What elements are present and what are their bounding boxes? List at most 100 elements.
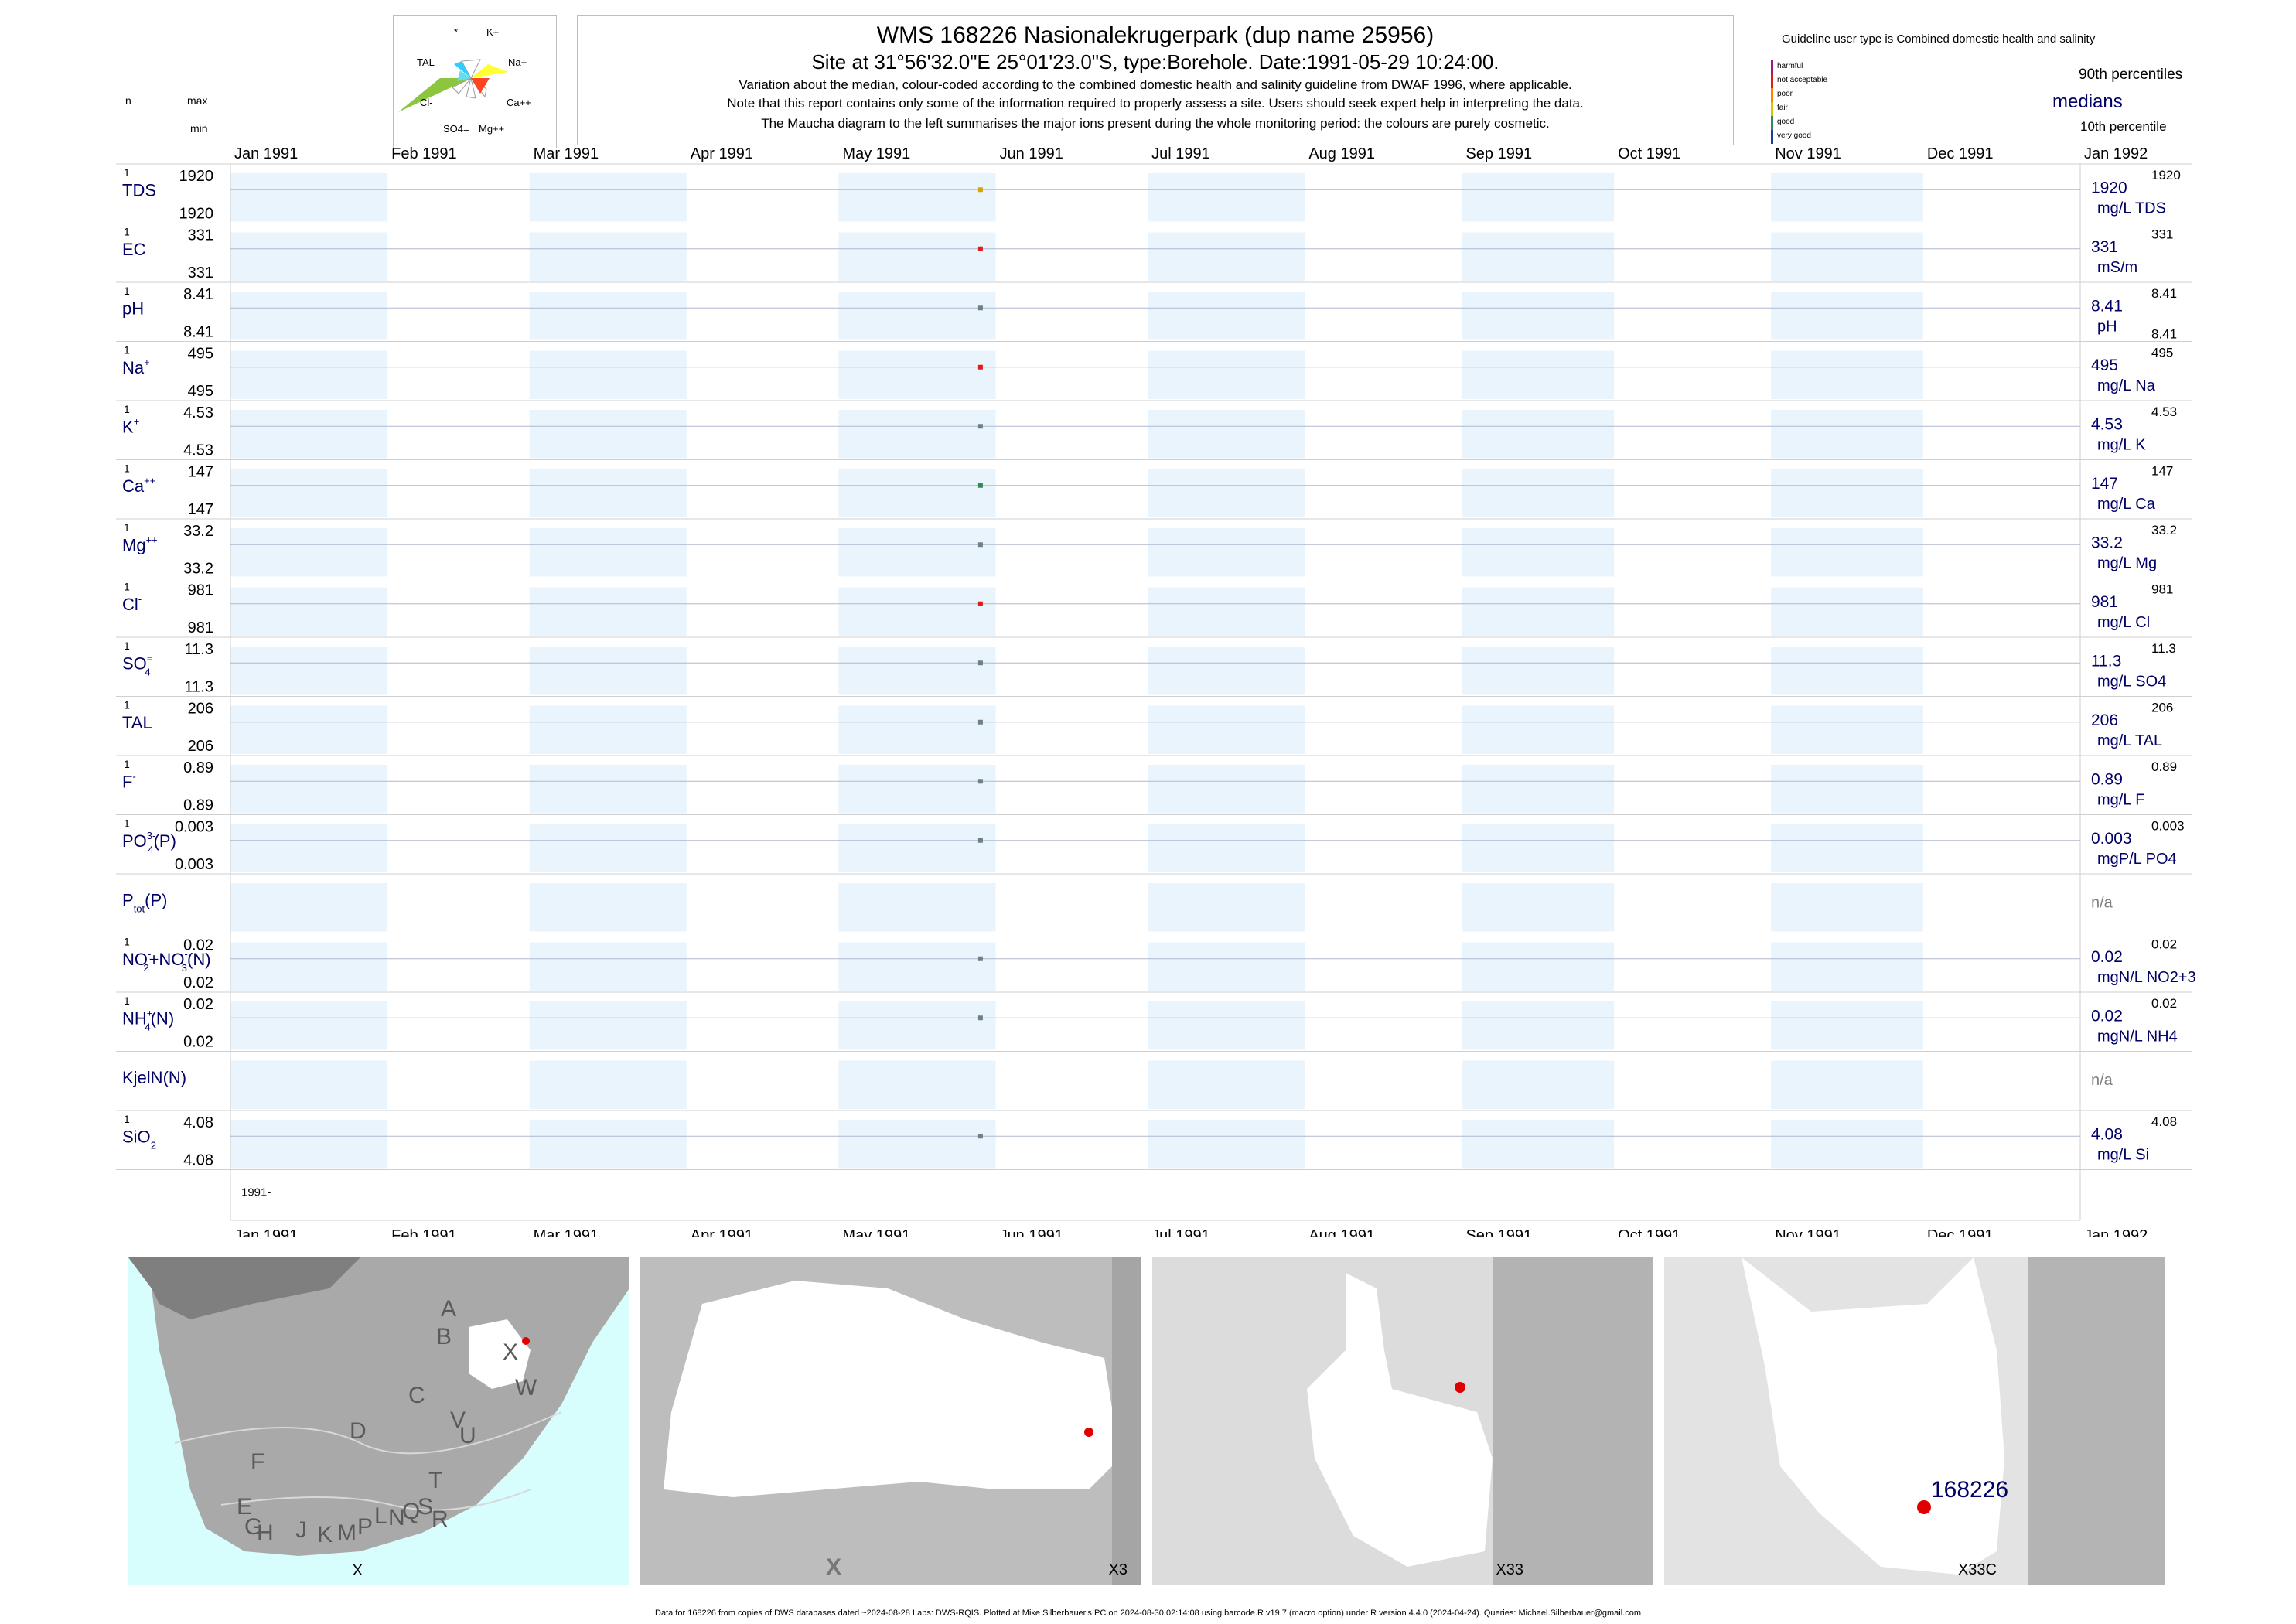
data-point <box>977 542 983 548</box>
parameter-label: NO-2+NO-3(N) <box>122 948 211 974</box>
p10-value: 8.41 <box>2151 327 2177 342</box>
month-band <box>529 350 687 399</box>
p90-value: 495 <box>2151 346 2173 360</box>
month-band <box>1462 292 1615 340</box>
month-band <box>230 292 388 340</box>
month-band <box>838 410 996 459</box>
parameter-sup: - <box>132 770 135 782</box>
row-max: 1920 <box>179 168 214 185</box>
parameter-suffix-sup: - <box>184 948 187 960</box>
parameter-label: SO= 4 <box>122 652 152 677</box>
title-box: WMS 168226 Nasionalekrugerpark (dup name… <box>577 15 1734 145</box>
map-x-region <box>469 1319 531 1389</box>
map-x3-label: X3 <box>1109 1561 1128 1578</box>
row-max: 206 <box>188 701 213 718</box>
parameter-row: 1 8.41 8.41 pH 8.41 pH 8.41 8.41 <box>116 285 2192 342</box>
median-value: 0.02 <box>2091 948 2123 966</box>
map-x-letter: X <box>503 1339 518 1365</box>
month-band <box>1148 350 1305 399</box>
row-n: 1 <box>124 226 130 238</box>
parameter-sup: ++ <box>146 534 158 545</box>
month-band <box>1462 647 1615 695</box>
month-band <box>230 883 388 932</box>
guideline-title: Guideline user type is Combined domestic… <box>1782 32 2096 46</box>
map-x-letter: M <box>337 1520 357 1546</box>
row-max: 495 <box>188 346 213 363</box>
month-band <box>1462 883 1615 932</box>
month-tick-top: Jan 1992 <box>2084 145 2148 162</box>
map-x-letter: H <box>257 1520 274 1546</box>
data-point <box>977 483 983 488</box>
row-min: 33.2 <box>183 561 213 578</box>
parameter-label: Mg++ <box>122 534 158 554</box>
month-tick-top: May 1991 <box>842 145 910 162</box>
data-point <box>977 956 983 961</box>
p90-value: 147 <box>2151 464 2173 479</box>
data-point <box>977 719 983 725</box>
data-point <box>977 601 983 606</box>
maucha-wedge-mg <box>466 77 476 99</box>
month-band <box>1771 410 1923 459</box>
month-band <box>1771 883 1923 932</box>
maucha-wedge-tal <box>454 61 471 78</box>
parameter-name: KjelN(N) <box>122 1068 186 1087</box>
row-n: 1 <box>124 1113 130 1125</box>
row-min: 8.41 <box>183 324 213 341</box>
month-band <box>1148 410 1305 459</box>
unit-label: mg/L K <box>2097 436 2146 453</box>
month-tick-bottom: Aug 1991 <box>1308 1227 1375 1237</box>
maucha-wedge-so4 <box>452 77 472 94</box>
month-band <box>1148 587 1305 636</box>
parameter-label: Na+ <box>122 357 150 377</box>
data-point <box>977 660 983 666</box>
unit-label: mg/L F <box>2097 791 2145 808</box>
row-min: 331 <box>188 264 213 281</box>
month-band <box>1462 410 1615 459</box>
parameter-sup: - <box>138 593 142 605</box>
month-band <box>1148 1120 1305 1169</box>
median-value: 331 <box>2091 238 2118 256</box>
median-value: 11.3 <box>2091 652 2121 670</box>
map-panel-x33: X33 <box>1152 1257 1653 1585</box>
month-band <box>1462 528 1615 577</box>
month-band <box>1771 647 1923 695</box>
row-max: 981 <box>188 582 213 599</box>
month-band <box>1148 173 1305 222</box>
parameter-sup: + <box>147 1007 153 1018</box>
month-band <box>838 705 996 754</box>
month-band <box>230 647 388 695</box>
p90-value: 0.89 <box>2151 759 2177 774</box>
map-x-letter: N <box>388 1505 405 1530</box>
month-band <box>838 942 996 991</box>
month-band <box>230 765 388 814</box>
map-x-letter: W <box>515 1375 537 1401</box>
month-band <box>1771 587 1923 636</box>
p90-value: 0.02 <box>2151 937 2177 952</box>
median-value: 981 <box>2091 593 2118 611</box>
month-band <box>1771 528 1923 577</box>
unit-label: mg/L Cl <box>2097 614 2150 631</box>
parameter-sup: - <box>148 948 151 960</box>
month-band <box>1148 528 1305 577</box>
parameter-name: SiO <box>122 1127 151 1146</box>
month-band <box>529 587 687 636</box>
page-title: WMS 168226 Nasionalekrugerpark (dup name… <box>876 22 1435 48</box>
map-x3-edge <box>1112 1257 1141 1585</box>
maucha-label-so4: SO4= <box>443 123 469 135</box>
parameter-label: pH <box>122 299 144 318</box>
month-band <box>529 883 687 932</box>
p90-value: 33.2 <box>2151 523 2177 537</box>
median-value: 33.2 <box>2091 534 2123 551</box>
month-tick-top: Oct 1991 <box>1618 145 1680 162</box>
data-point <box>977 1015 983 1021</box>
map-x-letter: F <box>251 1449 264 1475</box>
map-panel-x33c: 168226 X33C <box>1664 1257 2165 1585</box>
legend-swatch <box>1771 102 1773 116</box>
row-n: 1 <box>124 758 130 770</box>
row-max: 11.3 <box>185 641 213 658</box>
row-n: 1 <box>124 462 130 475</box>
parameter-row: 1 4.08 4.08 SiO2 4.08 mg/L Si 4.08 <box>116 1113 2192 1170</box>
row-max: 147 <box>188 464 213 481</box>
month-tick-top: Sep 1991 <box>1465 145 1532 162</box>
legend-swatch <box>1771 116 1773 130</box>
